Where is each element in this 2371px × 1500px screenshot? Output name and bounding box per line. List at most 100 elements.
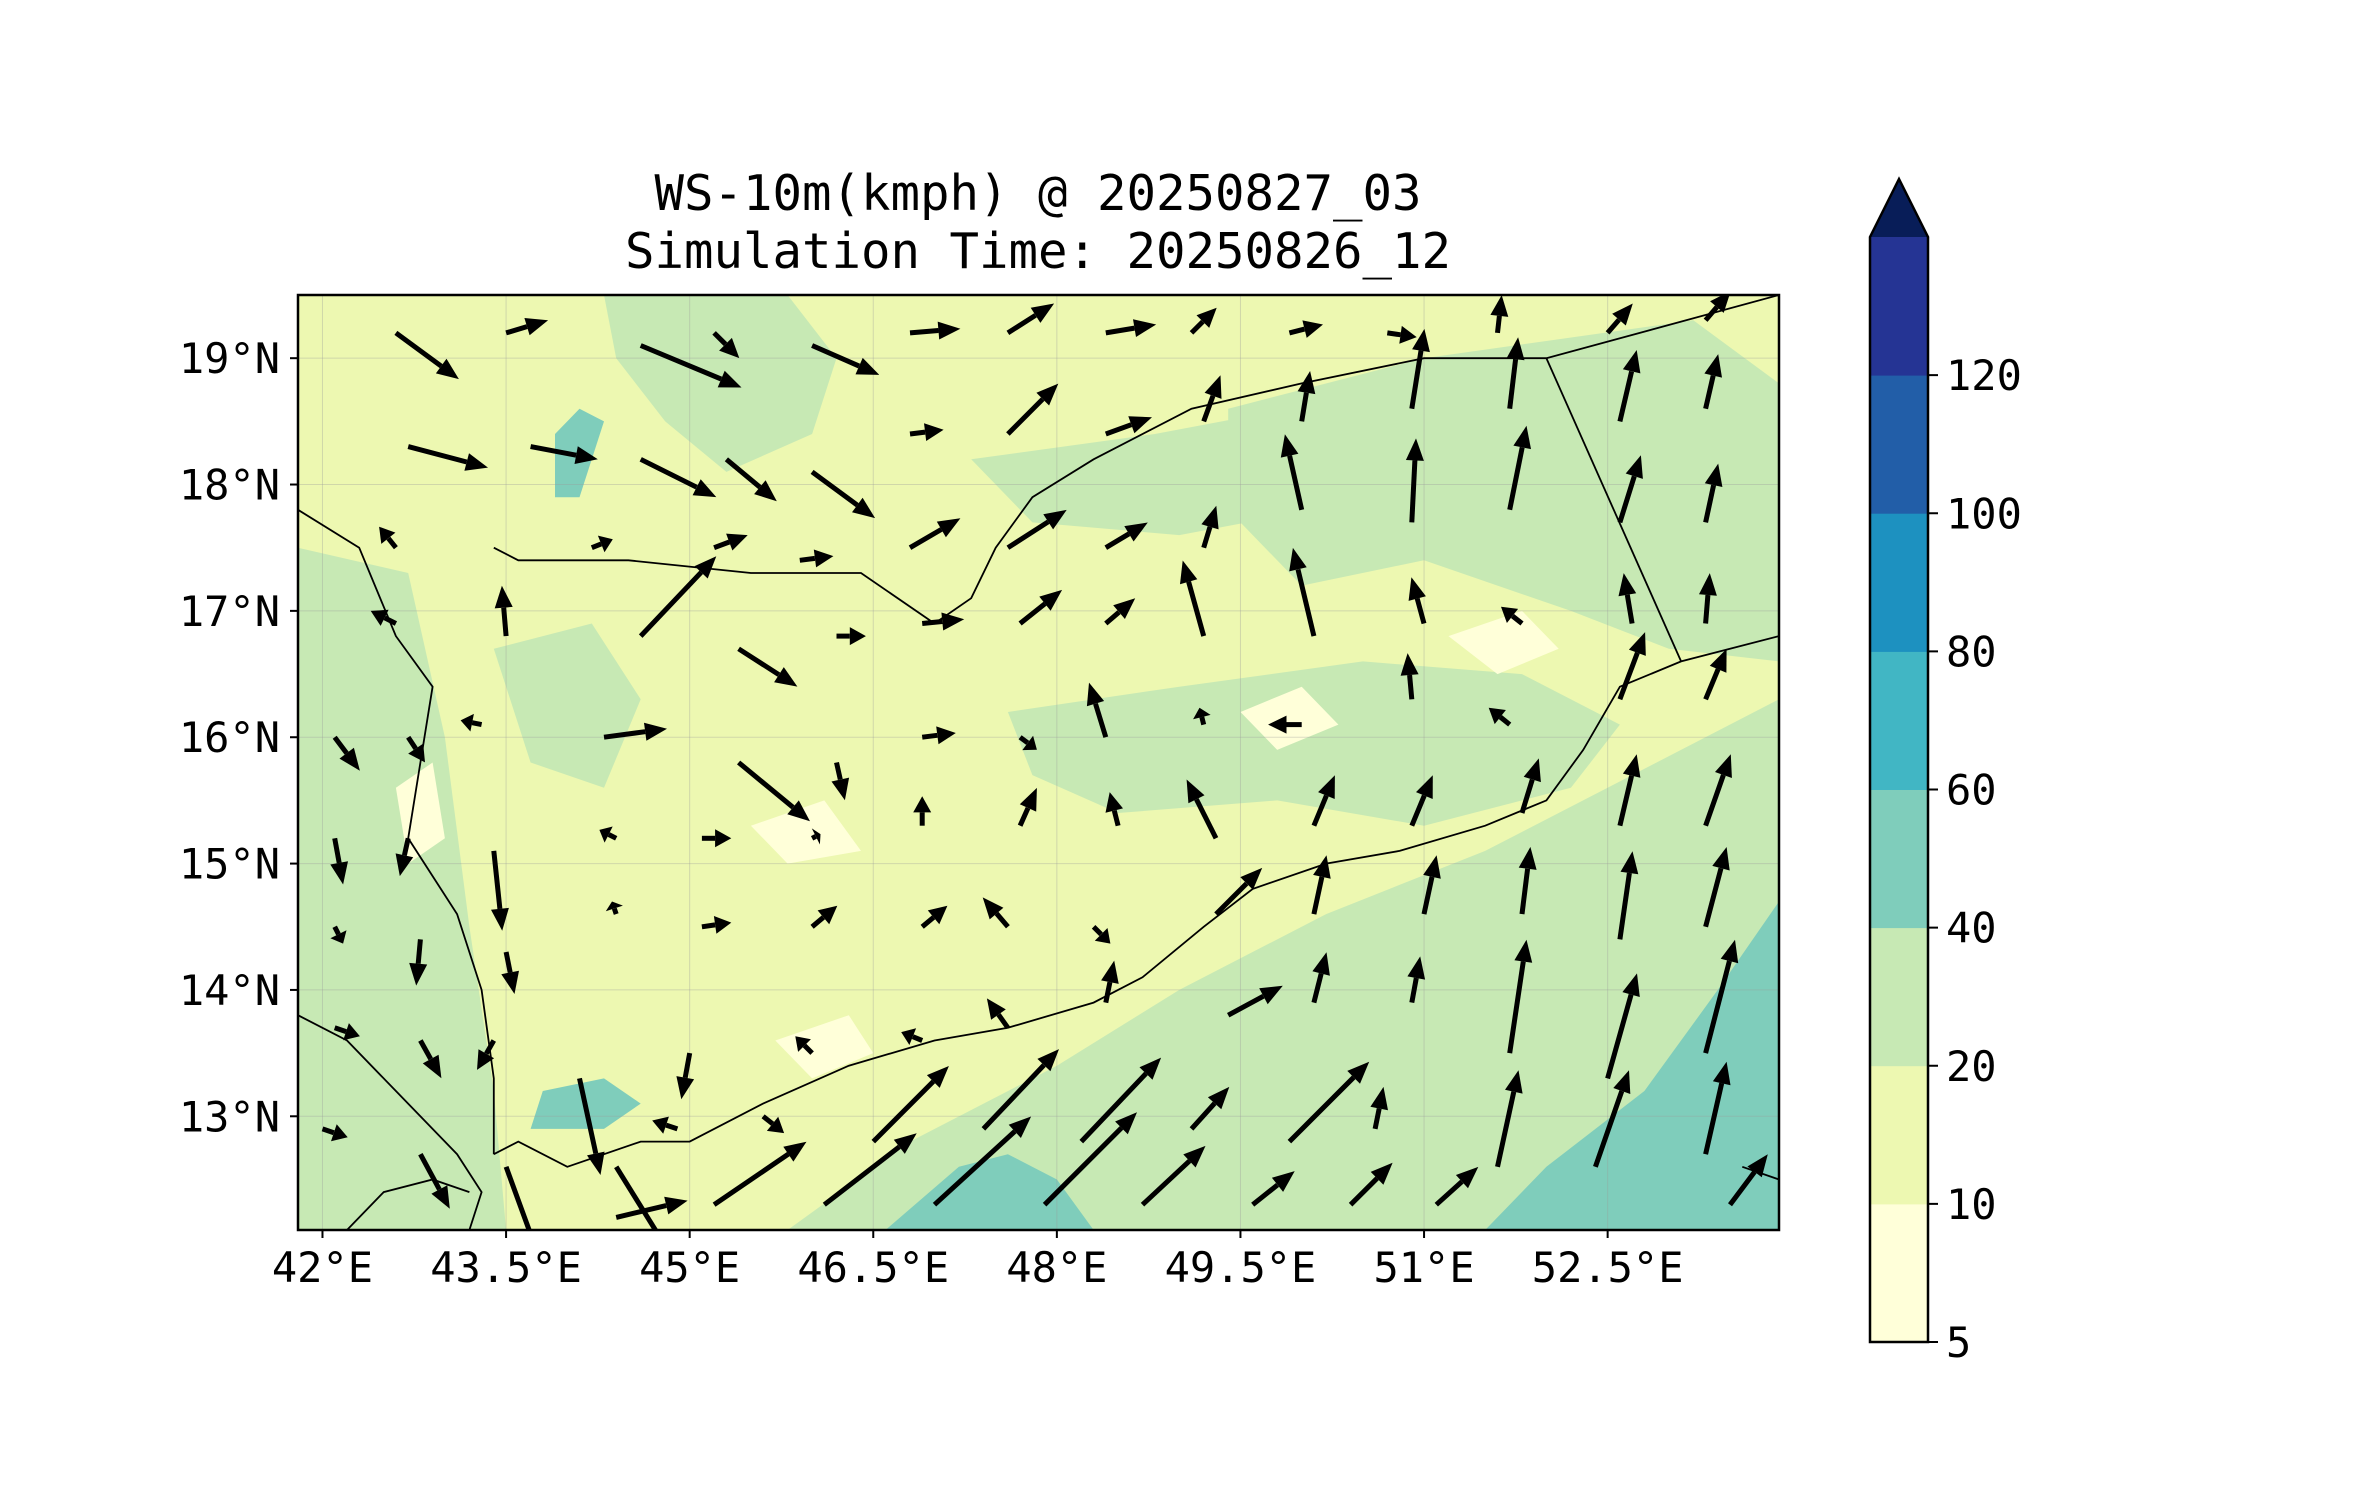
wind-vector [701,829,732,848]
wind-vector [1287,1061,1370,1144]
wind-vector [1518,846,1537,915]
wind-vector [1617,632,1646,701]
colorbar: 5 10 20 40 60 80 100 120 [1868,176,2022,1367]
wind-vector [379,526,398,550]
colorbar-label: 120 [1946,351,2022,400]
wind-vector [1488,707,1512,727]
wind-vector [370,609,398,626]
wind-vector [737,646,798,687]
border-yemen-south-coast [493,635,1779,1168]
colorbar-segment [1870,927,1928,1067]
wind-vector [810,469,876,519]
wind-vector [1006,509,1067,550]
contour-red-sea-coast [298,547,507,1230]
wind-vector [1386,325,1417,344]
contour-calm-4 [1448,610,1559,675]
wind-vector [901,1028,924,1045]
wind-vector [491,850,509,931]
wind-vector [333,1023,360,1041]
wind-vector [1201,505,1219,549]
colorbar-label: 100 [1946,489,2022,538]
wind-vector [1017,787,1037,827]
wind-vector [605,901,623,915]
wind-vector [1018,735,1037,751]
wind-vector [1519,758,1541,814]
wind-vector [577,1077,605,1175]
contour-coastal-sea-band [787,699,1779,1230]
wind-vector [639,343,742,388]
wind-vector [1703,1061,1731,1155]
wind-vector [1408,577,1427,625]
wind-vector [1703,648,1727,701]
wind-vector [913,796,932,826]
y-axis-ticks: 13°N 14°N 15°N 16°N 17°N 18°N 19°N [179,334,298,1141]
y-tick-label: 16°N [179,713,280,762]
wind-vector [1311,952,1330,1004]
chart-title-line-1: WS-10m(kmph) @ 20250827_03 [654,165,1421,222]
wind-vector [712,331,740,359]
wind-vector [1501,606,1524,626]
wind-vector [1214,867,1263,916]
wind-vector [724,457,777,502]
wind-vector [761,1114,785,1134]
wind-vector [810,905,838,929]
wind-vector [1617,851,1639,940]
wind-vector [614,1165,659,1230]
x-tick-label: 43.5°E [430,1243,582,1292]
wind-vector [1189,307,1217,335]
wind-vector [1018,589,1063,626]
x-tick-label: 42°E [272,1243,373,1292]
contour-oman-border-zone [1228,320,1779,662]
wind-vector [1605,973,1640,1080]
colorbar-label: 5 [1946,1318,1971,1367]
wind-vector [1593,1070,1631,1168]
wind-vector [811,343,880,375]
y-tick-label: 15°N [179,840,280,889]
wind-vector [1507,425,1531,511]
wind-vector [1280,434,1305,511]
contour-gulf-aden-jet [885,1154,1094,1230]
wind-vector [1348,1162,1393,1207]
contour-calm-2 [750,800,861,864]
wind-vector [799,549,834,568]
wind-vector [590,535,613,553]
wind-vector [1618,573,1637,624]
wind-vector [836,627,866,646]
y-tick-label: 18°N [179,461,280,510]
colorbar-segment [1870,513,1928,652]
wind-vector [418,1153,450,1209]
colorbar-label: 80 [1946,627,1997,676]
wind-vector [1400,653,1419,700]
wind-vector [1617,754,1641,827]
wind-vector [1186,779,1219,840]
map-frame [296,293,1781,1232]
wind-vector [1079,1057,1162,1144]
wind-vector [321,1124,348,1142]
colorbar-segment [1870,1203,1928,1343]
y-tick-label: 13°N [179,1092,280,1141]
wind-vector [810,828,821,845]
wind-vector [1105,792,1123,827]
wind-vector [1703,295,1730,322]
wind-vector [332,735,360,771]
wind-vector [1189,1086,1230,1131]
x-tick-label: 52.5°E [1532,1243,1684,1292]
wind-vector [638,556,717,638]
border-djibouti-coast [346,1178,470,1230]
wind-vector [406,735,425,763]
wind-vector [418,1039,442,1079]
wind-vector [1140,1145,1206,1207]
wind-vector [615,1196,688,1220]
wind-vectors [321,295,1768,1230]
contour-yemen-interior [1007,661,1620,826]
border-yemen-oman-border [1545,357,1682,662]
wind-vector [1101,960,1119,1004]
wind-vector [1421,855,1441,915]
wind-vector [871,1066,949,1144]
wind-vector [477,1039,496,1070]
wind-speed-contours [298,295,1779,1230]
colorbar-label: 20 [1946,1042,1997,1091]
colorbar-extend-triangle [1870,179,1928,237]
y-tick-label: 17°N [179,587,280,636]
wind-vector [501,951,519,994]
